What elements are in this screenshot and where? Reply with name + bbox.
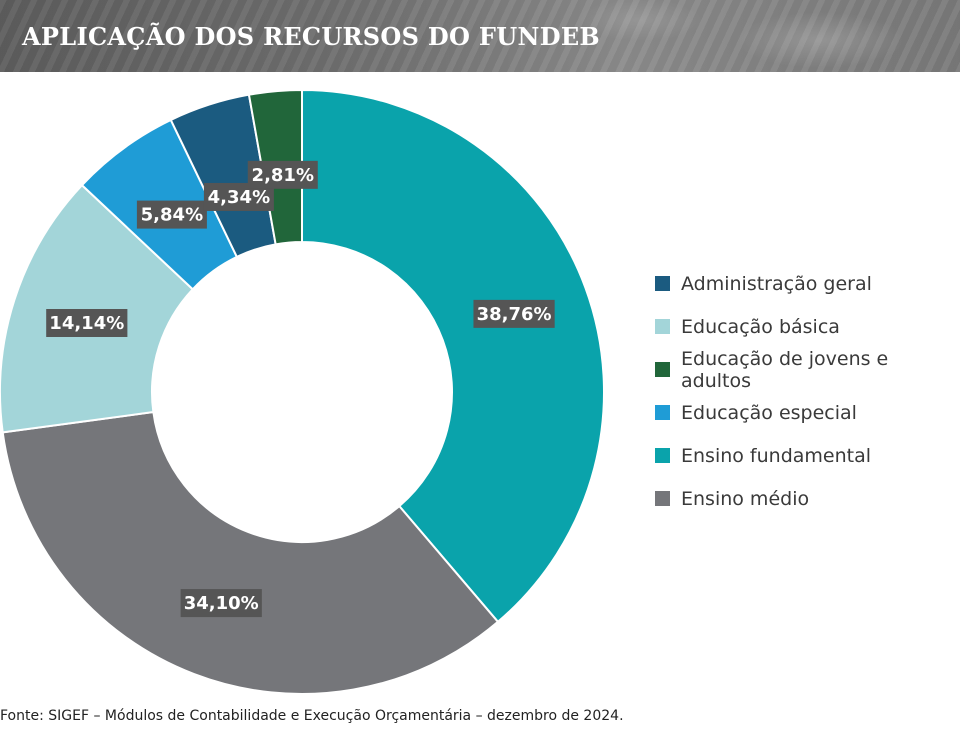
- legend-swatch: [655, 491, 670, 506]
- legend-swatch: [655, 362, 670, 377]
- donut-chart: 38,76% 34,10% 14,14% 5,84%4,34%2,81%: [0, 88, 605, 695]
- pct-label: 38,76%: [473, 299, 555, 328]
- legend-item: Ensino médio: [655, 477, 960, 520]
- legend-label: Educação básica: [681, 315, 840, 338]
- legend-label: Educação de jovens e adultos: [681, 347, 889, 392]
- pct-label: 2,81%: [247, 160, 318, 189]
- legend-item: Educação básica: [655, 305, 960, 348]
- pct-label-text: 5,84%: [141, 205, 203, 226]
- legend-item: Educação de jovens e adultos: [655, 347, 960, 392]
- pct-label-text: 34,10%: [184, 593, 259, 614]
- legend-swatch: [655, 448, 670, 463]
- donut-slice: [0, 183, 195, 434]
- pct-label-box: [136, 200, 207, 229]
- legend-label: Educação especial: [681, 401, 857, 424]
- pct-label: 34,10%: [180, 589, 262, 618]
- donut-slice: [1, 410, 500, 695]
- legend-item: Educação especial: [655, 391, 960, 434]
- pct-label: 5,84%: [136, 200, 207, 229]
- legend-label: Administração geral: [681, 272, 872, 295]
- legend-swatch: [655, 405, 670, 420]
- pct-label-box: [247, 160, 318, 189]
- pct-label-text: 2,81%: [252, 165, 314, 186]
- donut-slice: [301, 88, 605, 624]
- pct-label-text: 38,76%: [477, 304, 552, 325]
- banner-photo-texture: [0, 0, 960, 72]
- legend-label: Ensino médio: [681, 487, 810, 510]
- pct-label-text: 14,14%: [49, 313, 124, 334]
- pct-label: 14,14%: [46, 309, 128, 338]
- chart-title: APLICAÇÃO DOS RECURSOS DO FUNDEB: [22, 22, 600, 51]
- legend-swatch: [655, 276, 670, 291]
- legend-item: Administração geral: [655, 262, 960, 305]
- pct-label-box: [473, 299, 555, 328]
- chart-legend: Administração geral Educação básica Educ…: [655, 262, 960, 520]
- percentage-labels: 38,76% 34,10% 14,14% 5,84%4,34%2,81%: [46, 160, 555, 618]
- legend-swatch: [655, 319, 670, 334]
- legend-item: Ensino fundamental: [655, 434, 960, 477]
- header-banner: APLICAÇÃO DOS RECURSOS DO FUNDEB: [0, 0, 960, 72]
- pct-label-box: [180, 589, 262, 618]
- pct-label-text: 4,34%: [208, 187, 270, 208]
- pct-label-box: [46, 309, 128, 338]
- source-note: Fonte: SIGEF – Módulos de Contabilidade …: [0, 708, 624, 724]
- donut-slices: [0, 88, 605, 695]
- legend-label: Ensino fundamental: [681, 444, 872, 467]
